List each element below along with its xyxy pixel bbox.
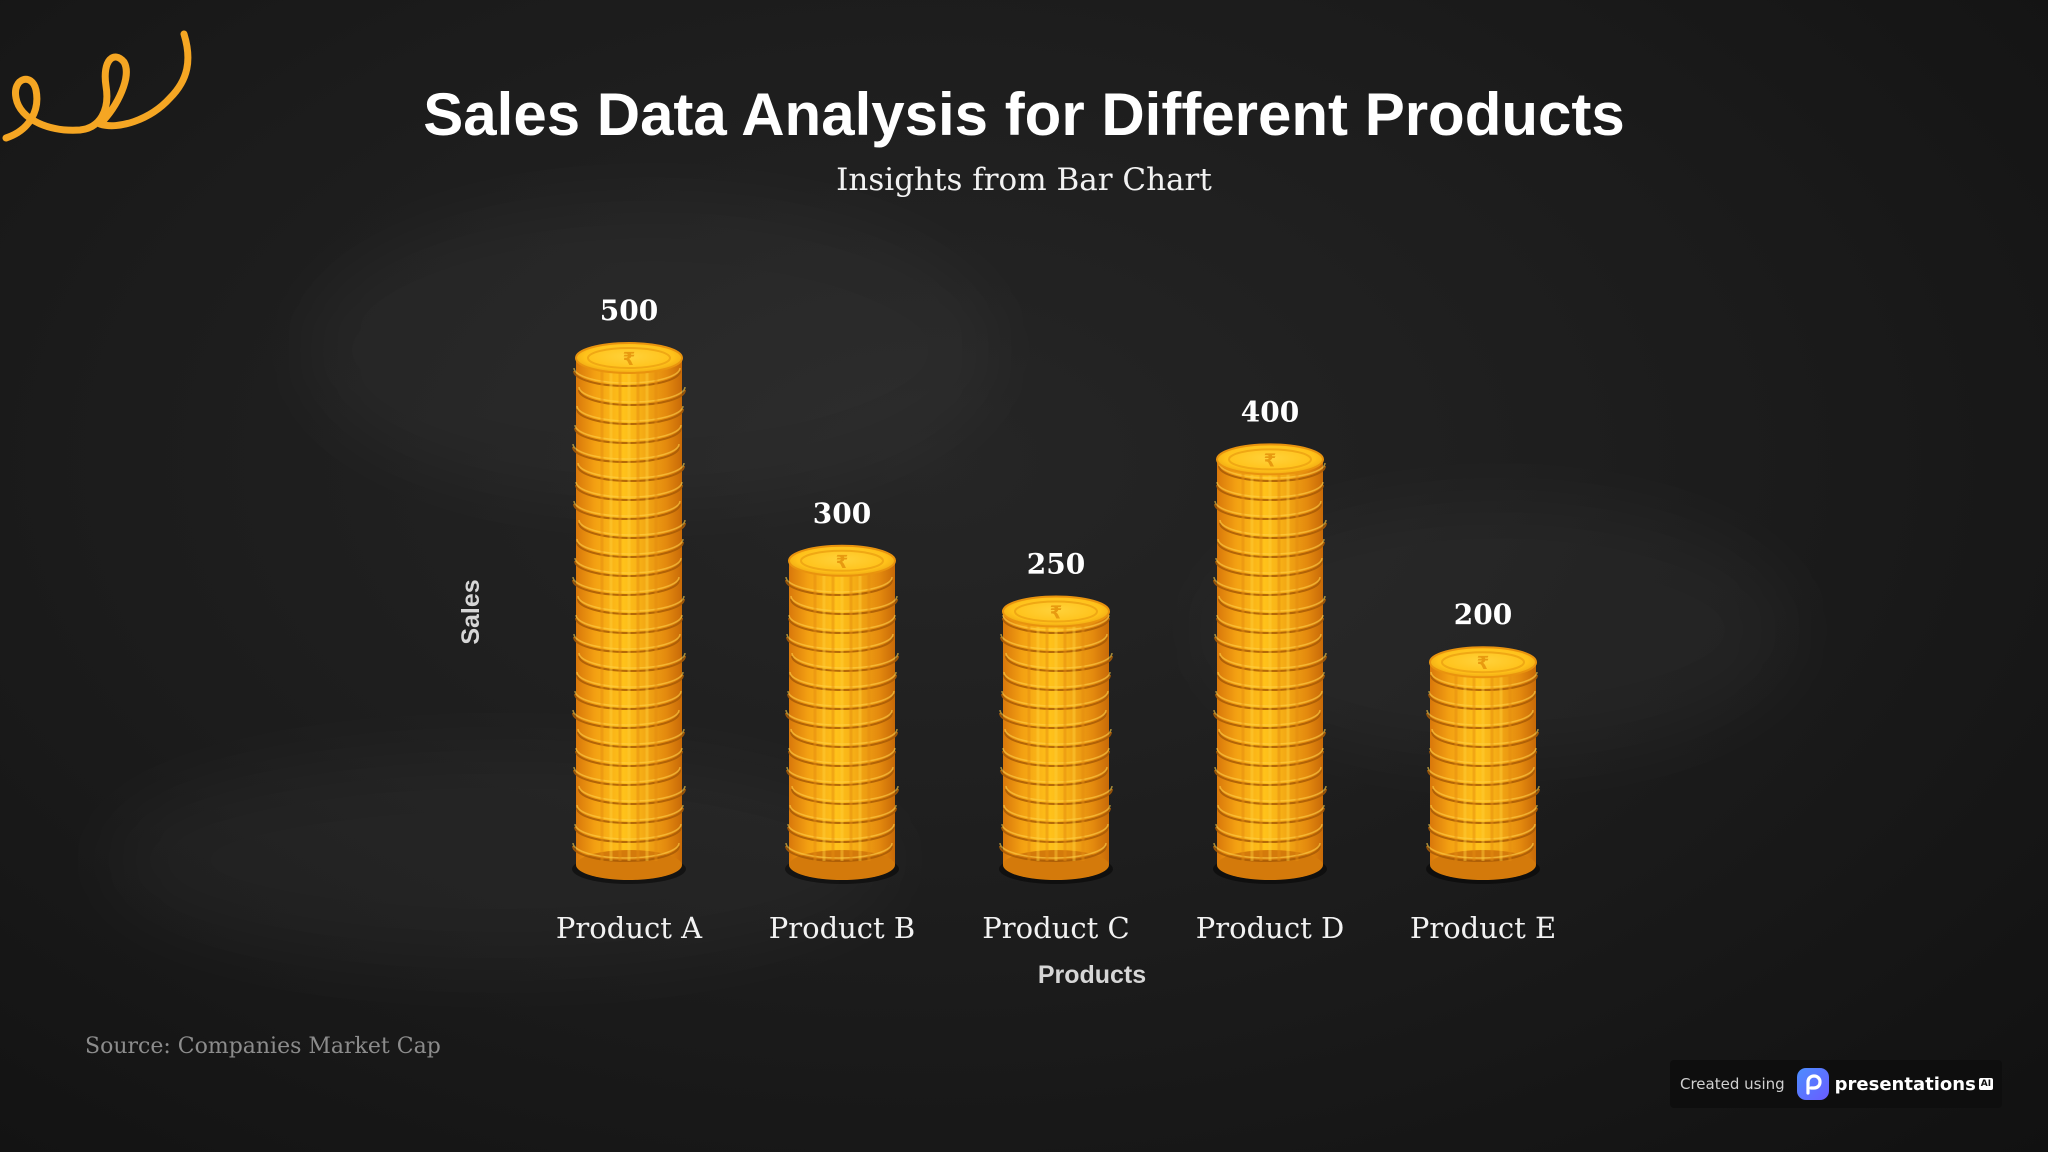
bar-a: ₹ xyxy=(572,342,686,884)
badge-created-text: Created using xyxy=(1680,1075,1785,1093)
rupee-coin-icon: ₹ xyxy=(1264,450,1277,471)
badge-brand-text: presentations xyxy=(1834,1073,1976,1095)
data-label: 500 xyxy=(600,294,658,327)
source-note: Source: Companies Market Cap xyxy=(85,1034,441,1059)
badge-ai-tag: AI xyxy=(1978,1078,1994,1090)
chart-subtitle: Insights from Bar Chart xyxy=(836,162,1212,198)
data-label: 200 xyxy=(1454,598,1512,631)
squiggle-icon xyxy=(2,30,192,142)
created-using-badge[interactable]: Created using presentations AI xyxy=(1670,1060,2002,1108)
rupee-coin-icon: ₹ xyxy=(836,552,849,573)
bar-c: ₹ xyxy=(999,595,1113,884)
data-label: 300 xyxy=(813,497,871,530)
category-label: Product C xyxy=(982,911,1129,945)
category-label: Product D xyxy=(1196,911,1344,945)
presentations-logo-icon xyxy=(1796,1068,1829,1100)
data-label: 250 xyxy=(1027,548,1085,581)
x-axis-label: Products xyxy=(1038,961,1146,989)
rupee-coin-icon: ₹ xyxy=(623,349,636,370)
bar-b: ₹ xyxy=(785,544,899,884)
bar-d: ₹ xyxy=(1213,443,1327,884)
rupee-coin-icon: ₹ xyxy=(1050,603,1063,624)
bar-e: ₹ xyxy=(1426,646,1540,884)
category-label: Product E xyxy=(1410,911,1556,945)
category-label: Product B xyxy=(769,911,916,945)
y-axis-label: Sales xyxy=(457,579,485,644)
data-label: 400 xyxy=(1241,395,1299,428)
category-label: Product A xyxy=(556,911,703,945)
rupee-coin-icon: ₹ xyxy=(1477,653,1490,674)
chart-title: Sales Data Analysis for Different Produc… xyxy=(423,81,1625,148)
